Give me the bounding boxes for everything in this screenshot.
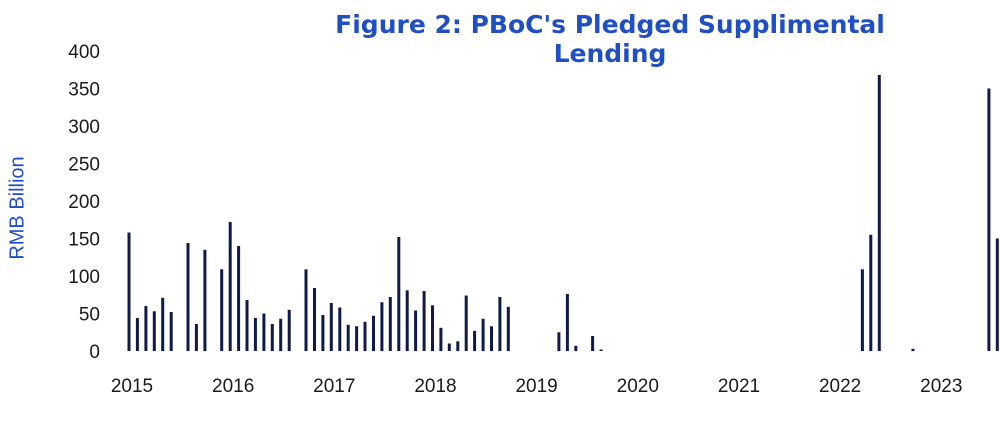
y-axis-ticks: 0 50 100 150 200 250 300 350 400 bbox=[68, 42, 100, 363]
bar-series bbox=[127, 75, 999, 352]
bar-2016-10 bbox=[304, 269, 308, 352]
x-tick-label: 2016 bbox=[212, 376, 254, 397]
bar-2017-11 bbox=[414, 310, 418, 351]
y-tick-label: 50 bbox=[79, 305, 100, 326]
bar-2016-03 bbox=[245, 300, 249, 351]
bar-2017-05 bbox=[363, 321, 367, 352]
bar-2018-09 bbox=[498, 297, 502, 351]
bar-2016-04 bbox=[253, 318, 257, 351]
bar-2018-01 bbox=[431, 305, 434, 352]
bar-2017-07 bbox=[380, 302, 384, 352]
bar-2017-04 bbox=[355, 326, 359, 352]
bar-2017-01 bbox=[329, 303, 333, 351]
bar-2015-12 bbox=[220, 269, 224, 352]
bar-2015-05 bbox=[161, 297, 165, 352]
bar-2022-04 bbox=[860, 269, 864, 352]
bar-2019-08 bbox=[591, 336, 595, 351]
bar-2017-09 bbox=[397, 237, 401, 351]
y-tick-label: 150 bbox=[68, 230, 100, 251]
bar-2022-10 bbox=[911, 348, 915, 352]
bar-2015-10 bbox=[203, 249, 207, 352]
bar-2017-02 bbox=[338, 307, 342, 351]
x-tick-label: 2023 bbox=[920, 376, 962, 397]
bar-2019-09 bbox=[599, 349, 603, 351]
bar-2022-06 bbox=[877, 75, 881, 351]
bar-2018-03 bbox=[447, 343, 451, 351]
x-tick-label: 2022 bbox=[819, 376, 861, 397]
bar-2018-07 bbox=[481, 318, 485, 352]
y-tick-label: 0 bbox=[89, 342, 100, 363]
bar-2018-10 bbox=[506, 306, 510, 352]
bar-2023-08 bbox=[995, 238, 999, 351]
bar-2019-04 bbox=[557, 332, 561, 352]
y-tick-label: 200 bbox=[68, 192, 100, 213]
bar-2018-04 bbox=[456, 341, 460, 352]
chart-title: Figure 2: PBoC's Pledged Supplimental Le… bbox=[335, 10, 885, 68]
bar-2017-12 bbox=[422, 291, 426, 351]
bar-2015-02 bbox=[135, 318, 139, 351]
bar-2016-07 bbox=[279, 318, 283, 352]
bar-2018-02 bbox=[439, 327, 443, 352]
y-tick-label: 300 bbox=[68, 117, 100, 138]
x-tick-label: 2021 bbox=[718, 376, 760, 397]
x-tick-label: 2020 bbox=[617, 376, 659, 397]
bar-2015-03 bbox=[144, 306, 148, 351]
bar-2018-05 bbox=[464, 295, 468, 351]
y-tick-label: 350 bbox=[68, 80, 100, 101]
bar-2017-08 bbox=[388, 297, 392, 351]
bar-2019-06 bbox=[574, 345, 578, 352]
bar-2015-09 bbox=[194, 324, 198, 351]
bar-2016-01 bbox=[228, 222, 232, 351]
bar-2015-06 bbox=[169, 312, 173, 351]
y-tick-label: 100 bbox=[68, 267, 100, 288]
bar-2017-03 bbox=[346, 324, 350, 352]
x-tick-label: 2017 bbox=[313, 376, 355, 397]
bar-2015-01 bbox=[127, 232, 131, 351]
bar-2019-05 bbox=[565, 294, 569, 351]
bar-2016-08 bbox=[287, 309, 291, 352]
bar-2018-06 bbox=[473, 330, 477, 352]
bar-2016-11 bbox=[313, 288, 316, 351]
bar-2016-12 bbox=[321, 315, 325, 351]
bar-2017-06 bbox=[372, 315, 375, 352]
x-tick-label: 2018 bbox=[414, 376, 456, 397]
bar-2017-10 bbox=[405, 290, 409, 352]
x-tick-label: 2015 bbox=[111, 376, 153, 397]
bar-2022-05 bbox=[869, 234, 873, 352]
bar-2015-04 bbox=[152, 311, 156, 352]
y-tick-label: 250 bbox=[68, 155, 100, 176]
bar-2016-02 bbox=[237, 246, 241, 351]
bar-2016-06 bbox=[270, 324, 274, 351]
x-tick-label: 2019 bbox=[515, 376, 557, 397]
bar-2023-07 bbox=[987, 88, 991, 351]
bar-2015-08 bbox=[186, 243, 190, 351]
x-axis-ticks: 2015 2016 2017 2018 2019 2020 2021 2022 2023 bbox=[111, 376, 963, 397]
bar-2016-05 bbox=[262, 313, 266, 351]
y-tick-label: 400 bbox=[68, 42, 100, 63]
bar-2018-08 bbox=[490, 326, 493, 352]
y-axis-label: RMB Billion bbox=[6, 156, 29, 260]
